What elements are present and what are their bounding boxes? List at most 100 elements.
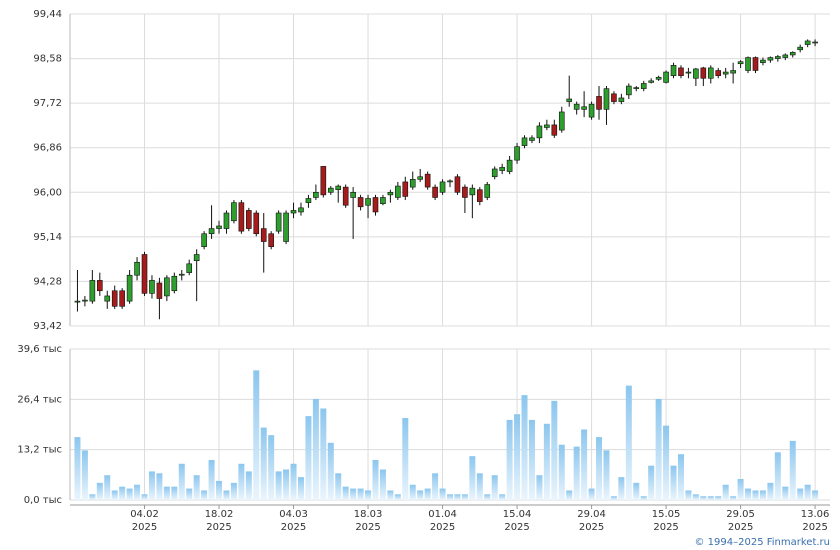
volume-bar — [201, 490, 208, 500]
volume-bar — [655, 398, 662, 500]
candle-body — [253, 212, 260, 235]
volume-bar — [178, 463, 185, 500]
candle-body — [238, 202, 245, 232]
candle-body — [782, 54, 789, 58]
volume-bar — [759, 490, 766, 500]
x-tick-label: 13.06 — [801, 509, 830, 520]
y-tick-label: 0,0 тыс — [24, 495, 62, 506]
candle-body — [82, 299, 88, 302]
volume-bar — [96, 482, 103, 500]
volume-bar — [126, 488, 133, 500]
candle-body — [417, 176, 423, 180]
volume-bar — [216, 480, 223, 500]
volume-bar — [782, 486, 789, 500]
volume-bar — [424, 488, 431, 500]
volume-bar — [603, 450, 610, 500]
x-tick-label: 18.03 — [354, 509, 383, 520]
volume-bar — [365, 490, 372, 500]
volume-bar — [596, 437, 603, 500]
volume-bar — [394, 494, 401, 500]
candle-body — [760, 59, 766, 64]
candle-body — [611, 93, 617, 102]
volume-bar — [305, 416, 312, 500]
volume-bar — [81, 450, 88, 500]
volume-bar — [387, 490, 394, 500]
candle-body — [186, 263, 193, 273]
volume-bar — [566, 490, 573, 500]
volume-bar — [245, 471, 252, 500]
candle-body — [208, 228, 215, 235]
y-tick-label: 98,58 — [33, 54, 62, 65]
volume-bar — [89, 494, 96, 500]
candle-body — [745, 57, 751, 71]
volume-bar — [372, 459, 379, 500]
candle-body — [126, 274, 133, 302]
volume-bar — [148, 471, 155, 500]
candle-body — [752, 57, 759, 71]
volume-bar — [230, 482, 237, 500]
volume-bar — [74, 437, 81, 500]
volume-bar — [506, 419, 513, 500]
candle-body — [588, 103, 595, 118]
candle-body — [111, 290, 118, 307]
candle-body — [551, 124, 558, 136]
volume-bar — [692, 494, 699, 500]
volume-bar — [268, 435, 275, 500]
candle-body — [104, 295, 111, 302]
candle-body — [730, 70, 736, 74]
volume-bar — [275, 471, 282, 500]
volume-bar — [432, 473, 439, 500]
candle-body — [395, 185, 401, 198]
volume-bar — [134, 484, 141, 500]
volume-bar — [253, 370, 260, 500]
volume-bar — [260, 427, 267, 500]
y-tick-label: 96,86 — [33, 143, 62, 154]
volume-bar — [610, 496, 617, 500]
volume-bar — [171, 486, 178, 500]
volume-bar — [640, 496, 647, 500]
volume-bar — [491, 475, 498, 500]
candle-body — [640, 83, 647, 89]
candle-body — [618, 97, 625, 102]
volume-bar — [327, 442, 334, 500]
x-tick-label: 2025 — [430, 522, 455, 533]
candle-body — [350, 191, 356, 198]
candle-body — [469, 187, 476, 196]
volume-bar — [461, 494, 468, 500]
x-tick-label: 01.04 — [428, 509, 457, 520]
volume-bar — [715, 496, 722, 500]
candle-body — [387, 191, 394, 196]
volume-bar — [573, 446, 580, 500]
candle-body — [789, 52, 796, 56]
x-tick-label: 29.04 — [577, 509, 606, 520]
x-tick-label: 2025 — [653, 522, 678, 533]
volume-bar — [774, 452, 781, 500]
y-tick-label: 95,14 — [33, 232, 62, 243]
candle-body — [514, 146, 520, 161]
volume-bar — [342, 486, 349, 500]
volume-bar — [797, 488, 804, 500]
candle-body — [462, 186, 468, 198]
x-tick-label: 15.05 — [652, 509, 681, 520]
volume-bar — [663, 425, 670, 500]
volume-bar — [297, 477, 304, 500]
x-tick-label: 2025 — [281, 522, 306, 533]
x-tick-label: 18.02 — [205, 509, 234, 520]
volume-bar — [156, 473, 163, 500]
candle-body — [700, 67, 707, 79]
volume-bar — [402, 418, 409, 500]
candle-body — [797, 46, 803, 51]
candle-body — [521, 137, 528, 146]
volume-bar — [163, 486, 170, 500]
volume-bar — [648, 465, 655, 500]
candle-body — [529, 137, 535, 141]
x-tick-label: 15.04 — [503, 509, 532, 520]
volume-bar — [551, 400, 558, 500]
volume-bar — [439, 488, 446, 500]
candle-body — [290, 210, 297, 214]
candle-body — [74, 300, 81, 303]
volume-bar — [536, 475, 543, 500]
candle-body — [603, 88, 610, 110]
candle-body — [566, 98, 573, 102]
